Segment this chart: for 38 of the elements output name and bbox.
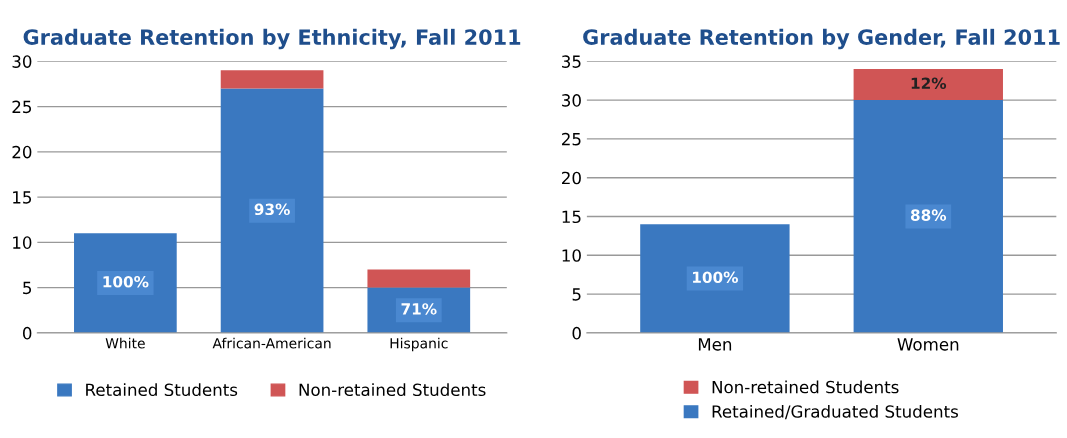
y-tick-label: 35 <box>562 55 581 68</box>
legend-label: Non-retained Students <box>299 383 486 397</box>
bar <box>853 69 1003 101</box>
bar <box>853 100 1003 333</box>
annotation: 100% <box>693 271 738 283</box>
annotation: 71% <box>401 303 437 315</box>
y-tick-label: 25 <box>12 100 32 114</box>
bar <box>640 224 790 333</box>
bar <box>367 269 471 288</box>
y-tick-label: 15 <box>13 191 32 204</box>
y-tick-label: 10 <box>13 236 32 249</box>
legend-label: Retained/Graduated Students <box>712 404 958 420</box>
y-tick-label: 10 <box>562 249 581 262</box>
y-tick-label: 30 <box>562 94 581 107</box>
y-tick-label: 20 <box>12 145 32 159</box>
chart-title: Graduate Retention by Ethnicity, Fall 2011 <box>23 28 521 50</box>
bar <box>220 70 324 89</box>
x-tick-label: White <box>105 337 145 349</box>
y-tick-label: 0 <box>22 326 32 340</box>
y-tick-label: 5 <box>572 288 581 301</box>
chart-title: Graduate Retention by Gender, Fall 2011 <box>583 28 1060 50</box>
y-tick-label: 15 <box>562 210 581 224</box>
y-tick-label: 25 <box>562 132 581 146</box>
annotation: 12% <box>911 77 947 90</box>
legend-label: Non-retained Students <box>712 380 899 394</box>
x-tick-label: Hispanic <box>390 337 448 352</box>
annotation: 93% <box>254 203 290 216</box>
bar <box>220 88 324 333</box>
x-tick-label: Women <box>897 338 959 351</box>
x-tick-label: Men <box>698 338 732 351</box>
y-tick-label: 5 <box>23 281 32 295</box>
annotation: 88% <box>910 209 947 221</box>
y-tick-label: 20 <box>562 171 581 185</box>
y-tick-label: 0 <box>572 326 581 340</box>
x-tick-label: African-American <box>212 337 331 349</box>
legend-label: Retained Students <box>86 383 238 397</box>
annotation: 100% <box>103 275 149 288</box>
y-tick-label: 30 <box>12 55 32 68</box>
